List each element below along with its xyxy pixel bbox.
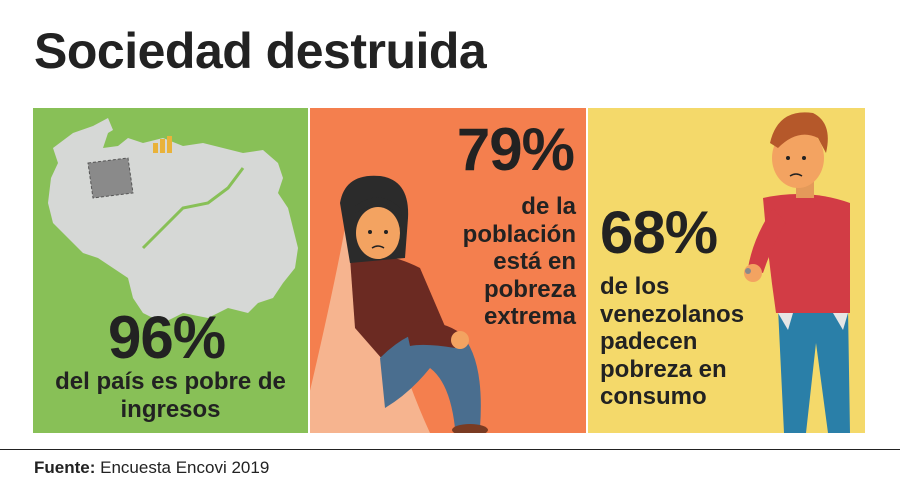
sad-man-illustration <box>744 112 850 433</box>
sad-woman-illustration <box>310 175 488 433</box>
divider <box>0 449 900 450</box>
venezuela-map-illustration <box>48 118 298 323</box>
source-text: Encuesta Encovi 2019 <box>95 458 270 477</box>
panel-extreme-poverty: 79% de la población está en pobreza extr… <box>310 108 586 433</box>
stat-description: del país es pobre de ingresos <box>55 368 286 423</box>
source-note: Fuente: Encuesta Encovi 2019 <box>34 458 269 478</box>
stat-description: de los venezolanos padecen pobreza en co… <box>600 273 745 411</box>
stat-description: de la población está en pobreza extrema <box>462 193 576 331</box>
stat-value: 68% <box>600 199 718 266</box>
panel-consumption-poverty: 68% de los venezolanos padecen pobreza e… <box>588 108 865 433</box>
source-label: Fuente: <box>34 458 96 477</box>
stat-value: 96% <box>108 304 226 371</box>
stat-value: 79% <box>456 116 575 183</box>
panel-income-poverty: 96% del país es pobre de ingresos <box>33 108 308 433</box>
page-title: Sociedad destruida <box>34 23 487 79</box>
patch-icon <box>87 157 134 199</box>
